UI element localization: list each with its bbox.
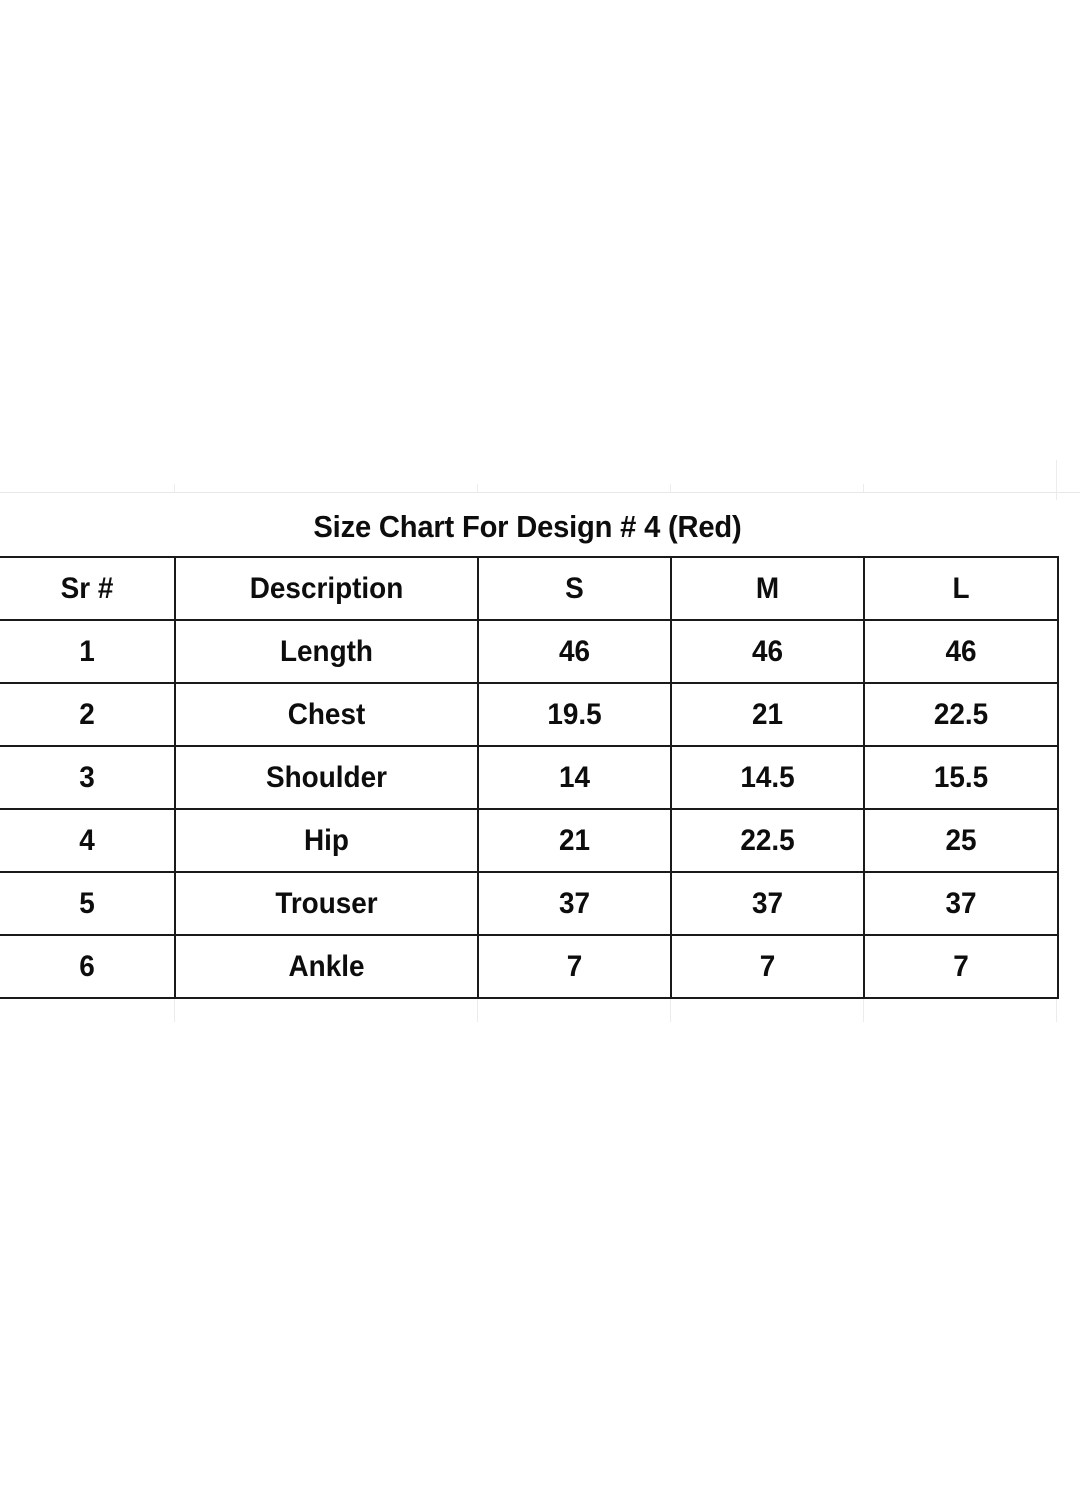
column-header-l: L <box>863 556 1059 621</box>
cell-s: 37 <box>477 871 672 936</box>
cell-l: 22.5 <box>863 682 1059 747</box>
cell-description: Trouser <box>174 871 479 936</box>
cell-sr-value: 2 <box>79 697 95 731</box>
cell-sr-value: 5 <box>79 886 95 920</box>
cell-sr-value: 3 <box>79 760 95 794</box>
gridline-vertical-bottom-3 <box>670 983 671 1022</box>
cell-description: Shoulder <box>174 745 479 810</box>
table-row: 5 Trouser 37 37 37 <box>0 871 1059 936</box>
cell-description-value: Hip <box>304 823 349 857</box>
cell-s: 14 <box>477 745 672 810</box>
cell-m-value: 21 <box>751 697 784 731</box>
column-header-description: Description <box>174 556 479 621</box>
table-row: 1 Length 46 46 46 <box>0 619 1059 684</box>
cell-s-value: 14 <box>558 760 591 794</box>
cell-description-value: Trouser <box>275 886 378 920</box>
gridline-vertical-bottom-4 <box>863 983 864 1022</box>
table-row: 2 Chest 19.5 21 22.5 <box>0 682 1059 747</box>
size-chart-block: Size Chart For Design # 4 (Red) Sr # Des… <box>0 500 1059 999</box>
cell-s: 19.5 <box>477 682 672 747</box>
gridline-vertical-top-5 <box>1056 460 1057 500</box>
table-row: 6 Ankle 7 7 7 <box>0 934 1059 999</box>
cell-sr-value: 6 <box>79 949 95 983</box>
cell-l: 15.5 <box>863 745 1059 810</box>
cell-description: Length <box>174 619 479 684</box>
gridline-horizontal-top <box>0 492 1080 493</box>
column-header-s: S <box>477 556 672 621</box>
cell-m-value: 7 <box>759 949 776 983</box>
column-header-description-label: Description <box>249 571 404 605</box>
cell-m: 22.5 <box>670 808 865 873</box>
cell-sr: 2 <box>0 682 176 747</box>
cell-l: 25 <box>863 808 1059 873</box>
cell-description-value: Ankle <box>288 949 365 983</box>
cell-sr: 5 <box>0 871 176 936</box>
size-chart-table: Sr # Description S M L 1 Length 46 46 46… <box>0 556 1059 999</box>
cell-sr-value: 1 <box>79 634 95 668</box>
cell-s: 46 <box>477 619 672 684</box>
cell-s: 7 <box>477 934 672 999</box>
column-header-m-label: M <box>755 571 780 605</box>
cell-description: Ankle <box>174 934 479 999</box>
table-header-row: Sr # Description S M L <box>0 556 1059 621</box>
cell-l: 37 <box>863 871 1059 936</box>
gridline-vertical-top-1 <box>174 484 175 493</box>
cell-s-value: 21 <box>558 823 591 857</box>
cell-s-value: 19.5 <box>547 697 602 731</box>
cell-m-value: 37 <box>751 886 784 920</box>
cell-sr: 3 <box>0 745 176 810</box>
chart-title: Size Chart For Design # 4 (Red) <box>29 500 1026 556</box>
gridline-vertical-bottom-5 <box>1056 983 1057 1022</box>
gridline-vertical-bottom-1 <box>174 983 175 1022</box>
gridline-vertical-top-3 <box>670 484 671 493</box>
cell-sr: 4 <box>0 808 176 873</box>
cell-l-value: 7 <box>953 949 969 983</box>
table-row: 4 Hip 21 22.5 25 <box>0 808 1059 873</box>
cell-l-value: 25 <box>945 823 977 857</box>
cell-description-value: Chest <box>287 697 366 731</box>
column-header-sr: Sr # <box>0 556 176 621</box>
cell-l-value: 22.5 <box>933 697 989 731</box>
cell-s-value: 7 <box>566 949 583 983</box>
cell-description-value: Shoulder <box>266 760 387 794</box>
cell-m: 37 <box>670 871 865 936</box>
column-header-l-label: L <box>952 571 970 605</box>
cell-m-value: 22.5 <box>740 823 795 857</box>
cell-s-value: 37 <box>558 886 591 920</box>
table-row: 3 Shoulder 14 14.5 15.5 <box>0 745 1059 810</box>
cell-description: Chest <box>174 682 479 747</box>
column-header-m: M <box>670 556 865 621</box>
cell-s: 21 <box>477 808 672 873</box>
gridline-vertical-top-4 <box>863 484 864 493</box>
cell-m: 21 <box>670 682 865 747</box>
column-header-sr-label: Sr # <box>60 571 114 605</box>
cell-description: Hip <box>174 808 479 873</box>
cell-description-value: Length <box>280 634 373 668</box>
cell-s-value: 46 <box>558 634 591 668</box>
cell-m: 7 <box>670 934 865 999</box>
cell-m: 46 <box>670 619 865 684</box>
cell-l: 7 <box>863 934 1059 999</box>
cell-l: 46 <box>863 619 1059 684</box>
cell-sr: 6 <box>0 934 176 999</box>
gridline-vertical-bottom-2 <box>477 983 478 1022</box>
cell-l-value: 15.5 <box>933 760 989 794</box>
cell-m-value: 46 <box>751 634 784 668</box>
cell-l-value: 46 <box>945 634 977 668</box>
gridline-vertical-top-2 <box>477 484 478 493</box>
cell-sr-value: 4 <box>79 823 95 857</box>
cell-m: 14.5 <box>670 745 865 810</box>
cell-sr: 1 <box>0 619 176 684</box>
cell-l-value: 37 <box>945 886 977 920</box>
cell-m-value: 14.5 <box>740 760 795 794</box>
column-header-s-label: S <box>565 571 584 605</box>
